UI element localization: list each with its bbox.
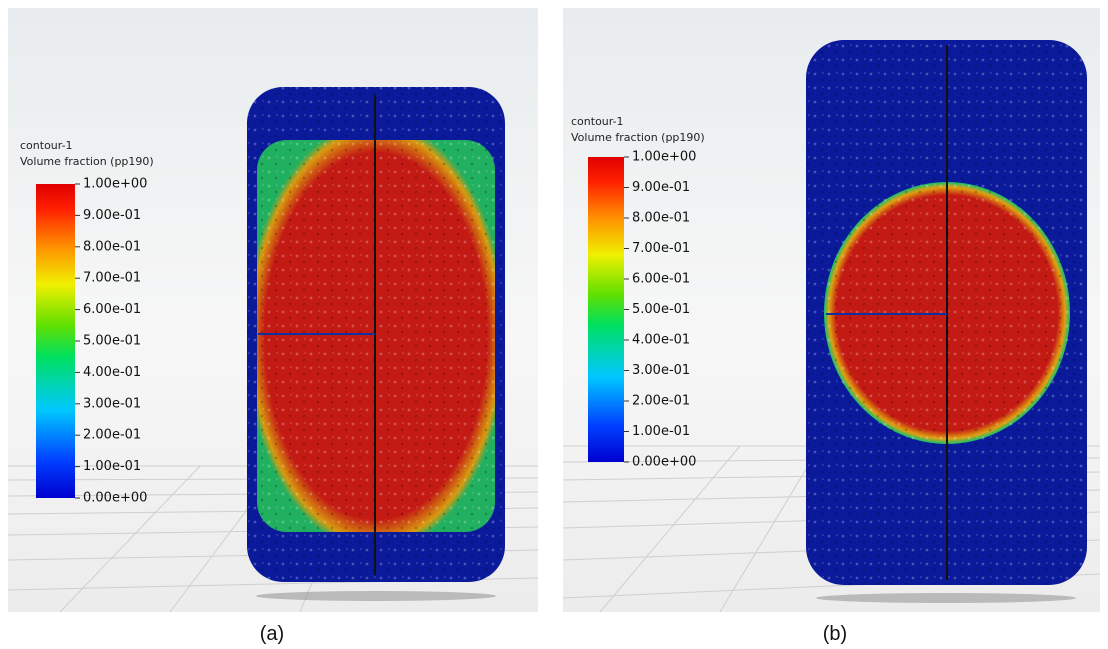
tick-label: 0.00e+00 (632, 455, 696, 470)
tick-label: 7.00e-01 (632, 241, 690, 256)
tick-label: 8.00e-01 (632, 211, 690, 226)
legend-variable: Volume fraction (pp190) (20, 155, 154, 168)
tick-label: 1.00e+00 (83, 177, 147, 192)
tick-label: 2.00e-01 (632, 394, 690, 409)
tick-label: 1.00e+00 (632, 150, 696, 165)
tick-label: 4.00e-01 (83, 365, 141, 380)
panel-label: (a) (260, 623, 284, 645)
legend-title: contour-1 (571, 115, 624, 128)
tick-label: 4.00e-01 (632, 333, 690, 348)
panel-b: (b) (563, 8, 1100, 645)
figure: (a) (b) contour-1 Volume fraction (pp190)… (0, 0, 1108, 649)
tick-label: 1.00e-01 (632, 424, 690, 439)
tick-label: 9.00e-01 (632, 180, 690, 195)
legend-variable: Volume fraction (pp190) (571, 131, 705, 144)
tick-label: 9.00e-01 (83, 208, 141, 223)
tick-label: 1.00e-01 (83, 459, 141, 474)
colorbar (588, 157, 624, 462)
panel-a: (a) (8, 8, 538, 645)
panel-label: (b) (823, 623, 847, 645)
tick-label: 2.00e-01 (83, 428, 141, 443)
tick-label: 6.00e-01 (83, 302, 141, 317)
colorbar (36, 184, 75, 498)
tick-label: 3.00e-01 (632, 363, 690, 378)
tick-label: 5.00e-01 (83, 334, 141, 349)
tick-label: 7.00e-01 (83, 271, 141, 286)
tick-label: 6.00e-01 (632, 272, 690, 287)
tick-label: 5.00e-01 (632, 302, 690, 317)
tick-label: 0.00e+00 (83, 491, 147, 506)
tick-label: 3.00e-01 (83, 396, 141, 411)
tick-label: 8.00e-01 (83, 239, 141, 254)
legend-title: contour-1 (20, 139, 73, 152)
